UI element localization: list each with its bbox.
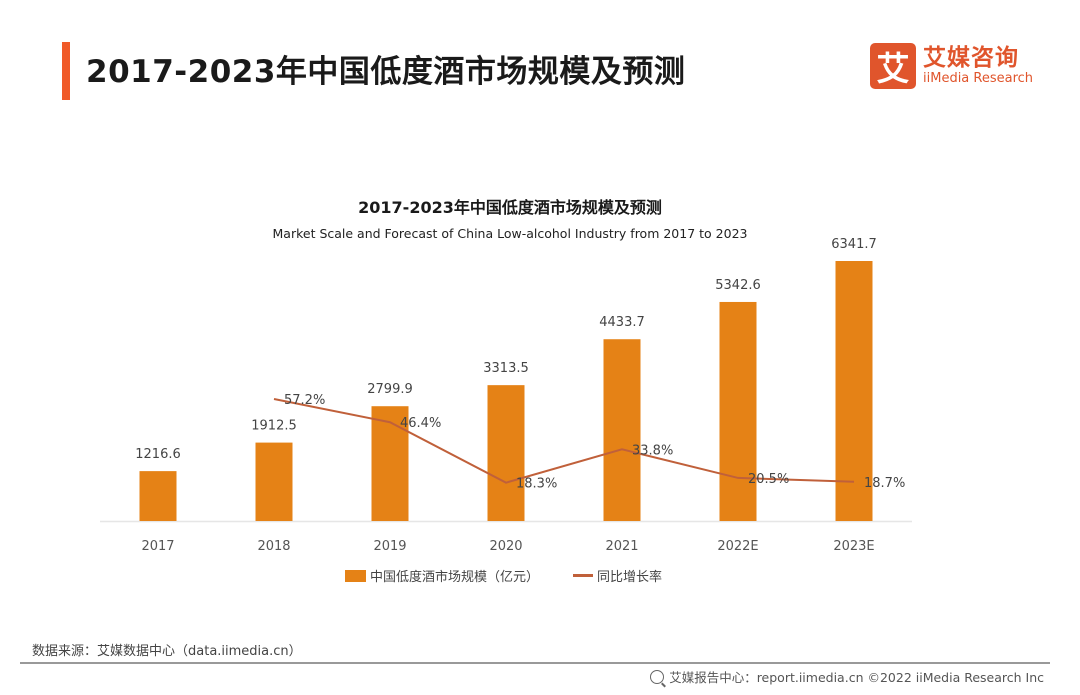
growth-rate-label: 46.4% — [400, 416, 441, 431]
bar-value-label: 3313.5 — [483, 361, 529, 376]
chart-subtitle: Market Scale and Forecast of China Low-a… — [272, 226, 748, 241]
bar-2020 — [487, 385, 525, 521]
logo-name-en: iiMedia Research — [923, 71, 1034, 86]
legend-line-swatch — [573, 574, 594, 577]
logo-name-cn: 艾媒咨询 — [923, 45, 1019, 71]
data-source: 数据来源：艾媒数据中心（data.iimedia.cn） — [32, 644, 302, 659]
bar-value-label: 1216.6 — [135, 447, 181, 462]
bar-value-label: 5342.6 — [715, 278, 761, 293]
page-title: 2017-2023年中国低度酒市场规模及预测 — [86, 54, 686, 90]
bar-2023E — [835, 261, 873, 521]
x-tick-label: 2017 — [141, 539, 174, 554]
growth-rate-label: 20.5% — [748, 472, 789, 487]
legend-bar-label: 中国低度酒市场规模（亿元） — [370, 570, 540, 585]
x-tick-label: 2020 — [489, 539, 522, 554]
bar-2019 — [371, 406, 409, 521]
legend-line-label: 同比增长率 — [597, 570, 663, 585]
footer: 艾媒报告中心：report.iimedia.cn ©2022 iiMedia R… — [650, 667, 1044, 686]
growth-rate-line — [273, 398, 855, 484]
bar-value-label: 4433.7 — [599, 315, 645, 330]
bar-value-label: 6341.7 — [831, 237, 877, 252]
x-tick-label: 2022E — [717, 539, 758, 554]
footer-text: 艾媒报告中心：report.iimedia.cn ©2022 iiMedia R… — [669, 670, 1044, 685]
growth-rate-label: 18.7% — [864, 476, 905, 491]
x-tick-label: 2019 — [373, 539, 406, 554]
growth-rate-label: 33.8% — [632, 443, 673, 458]
bar-value-label: 2799.9 — [367, 382, 413, 397]
x-tick-label: 2018 — [257, 539, 290, 554]
iimedia-logo: 艾 艾媒咨询 iiMedia Research — [870, 43, 1033, 89]
chart-legend: 中国低度酒市场规模（亿元） 同比增长率 — [345, 566, 662, 585]
bar-2021 — [603, 339, 641, 521]
bar-2018 — [255, 442, 293, 521]
title-accent-bar — [62, 42, 70, 100]
logo-mark-icon: 艾 — [870, 43, 916, 89]
search-report-icon — [650, 669, 665, 684]
growth-rate-label: 18.3% — [516, 477, 557, 492]
legend-bar-swatch — [345, 569, 366, 582]
bar-2022E — [719, 301, 757, 521]
bar-value-label: 1912.5 — [251, 419, 297, 434]
bar-2017 — [139, 471, 177, 521]
x-tick-label: 2023E — [833, 539, 874, 554]
growth-rate-label: 57.2% — [284, 393, 325, 408]
x-tick-label: 2021 — [605, 539, 638, 554]
chart-title: 2017-2023年中国低度酒市场规模及预测 — [358, 198, 662, 217]
footer-divider — [20, 662, 1050, 664]
